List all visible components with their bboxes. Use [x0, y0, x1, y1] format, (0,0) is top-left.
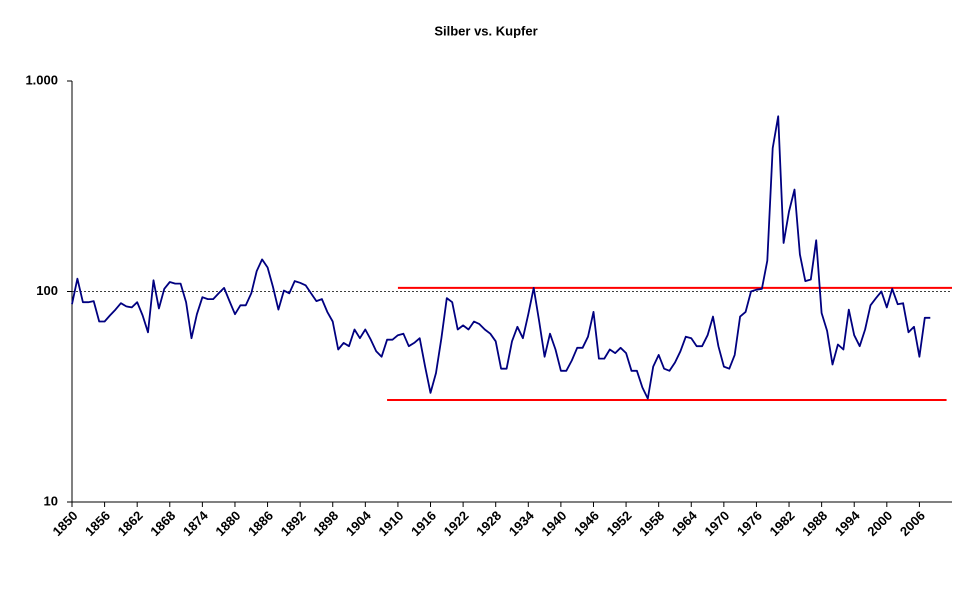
- y-tick-label: 100: [36, 283, 58, 298]
- x-tick-label: 1976: [734, 508, 765, 539]
- x-tick-label: 1880: [212, 508, 243, 539]
- x-tick-label: 1910: [375, 508, 406, 539]
- x-tick-label: 1922: [441, 508, 472, 539]
- x-tick-label: 1892: [278, 508, 309, 539]
- x-tick-label: 1934: [506, 507, 538, 539]
- x-tick-label: 1898: [310, 508, 341, 539]
- x-tick-label: 1940: [538, 508, 569, 539]
- x-tick-label: 1982: [767, 508, 798, 539]
- x-tick-label: 2000: [864, 508, 895, 539]
- data-line: [71, 115, 931, 400]
- x-tick-label: 1850: [49, 508, 80, 539]
- x-tick-label: 1868: [147, 508, 178, 539]
- y-tick-label: 10: [44, 493, 58, 508]
- x-tick-label: 1856: [82, 508, 113, 539]
- x-tick-label: 2006: [897, 508, 928, 539]
- x-tick-label: 1886: [245, 508, 276, 539]
- x-tick-label: 1988: [799, 508, 830, 539]
- x-tick-label: 1970: [701, 508, 732, 539]
- x-tick-label: 1928: [473, 508, 504, 539]
- x-tick-label: 1958: [636, 508, 667, 539]
- x-tick-label: 1916: [408, 508, 439, 539]
- y-tick-label: 1.000: [25, 72, 58, 87]
- x-tick-label: 1946: [571, 508, 602, 539]
- x-tick-label: 1862: [115, 508, 146, 539]
- x-tick-label: 1964: [669, 507, 701, 539]
- x-tick-label: 1874: [180, 507, 212, 539]
- x-tick-label: 1952: [604, 508, 635, 539]
- x-tick-label: 1904: [343, 507, 375, 539]
- chart-title: Silber vs. Kupfer: [434, 23, 537, 38]
- x-tick-label: 1994: [832, 507, 864, 539]
